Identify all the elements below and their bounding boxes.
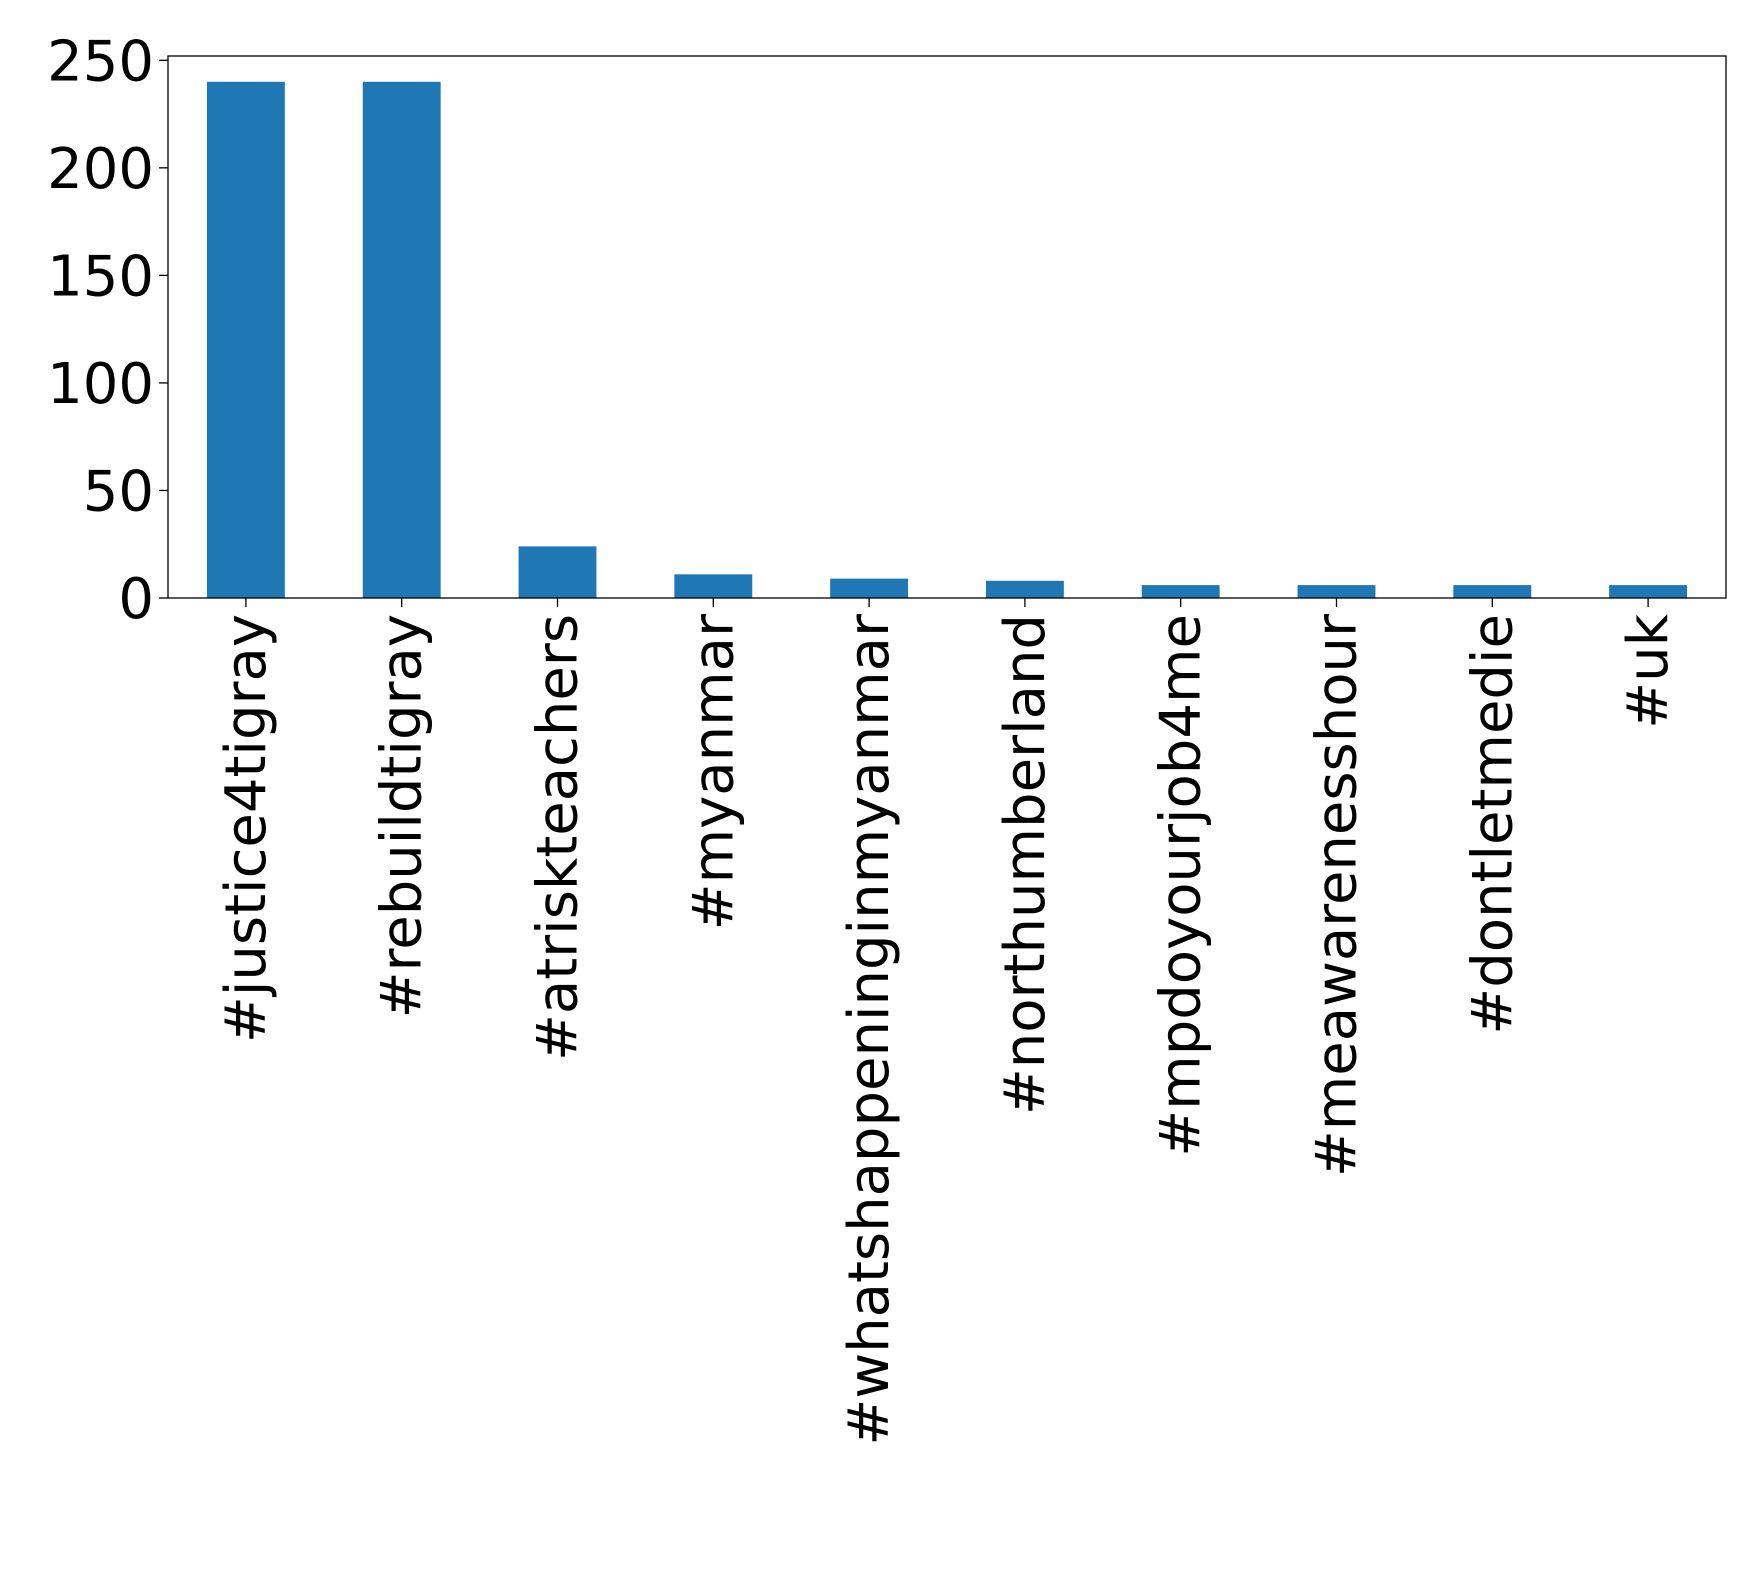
y-tick-label: 50 — [83, 459, 154, 524]
x-tick-label: #meawarenesshour — [1305, 613, 1370, 1177]
y-tick-label: 100 — [47, 352, 154, 417]
x-tick-label: #dontletmedie — [1460, 614, 1525, 1035]
x-tick-label: #mpdoyourjob4me — [1149, 614, 1214, 1157]
bar-dontletmedie — [1453, 585, 1532, 598]
bar-northumberland — [985, 580, 1064, 598]
y-tick-label: 150 — [47, 244, 154, 309]
x-tick-label: #rebuildtigray — [370, 614, 435, 1018]
x-tick-label: #myanmar — [681, 613, 746, 930]
bar-mpdoyourjob4me — [1141, 585, 1220, 598]
bars-layer — [206, 81, 1688, 598]
x-tick-label: #justice4tigray — [214, 614, 279, 1043]
x-tick-label: #whatshappeninginmyanmar — [837, 613, 902, 1446]
bar-myanmar — [674, 574, 753, 598]
bar-atriskteachers — [518, 546, 597, 598]
plot-frame — [167, 55, 1727, 599]
x-tick-label: #northumberland — [993, 614, 1058, 1115]
x-axis: #justice4tigray #rebuildtigray #atriskteac… — [214, 598, 1681, 1446]
bar-justice4tigray — [206, 81, 285, 598]
y-axis: 0 50 100 150 200 250 — [47, 29, 168, 632]
x-tick-label: #atriskteachers — [526, 614, 591, 1061]
y-tick-label: 250 — [47, 29, 154, 94]
bar-uk — [1609, 585, 1688, 598]
y-tick-label: 200 — [47, 137, 154, 202]
x-tick-label: #uk — [1616, 613, 1681, 728]
bar-meawarenesshour — [1297, 585, 1376, 598]
y-tick-label: 0 — [118, 567, 154, 632]
bar-rebuildtigray — [362, 81, 441, 598]
bar-whatshappeninginmyanmar — [830, 578, 909, 598]
